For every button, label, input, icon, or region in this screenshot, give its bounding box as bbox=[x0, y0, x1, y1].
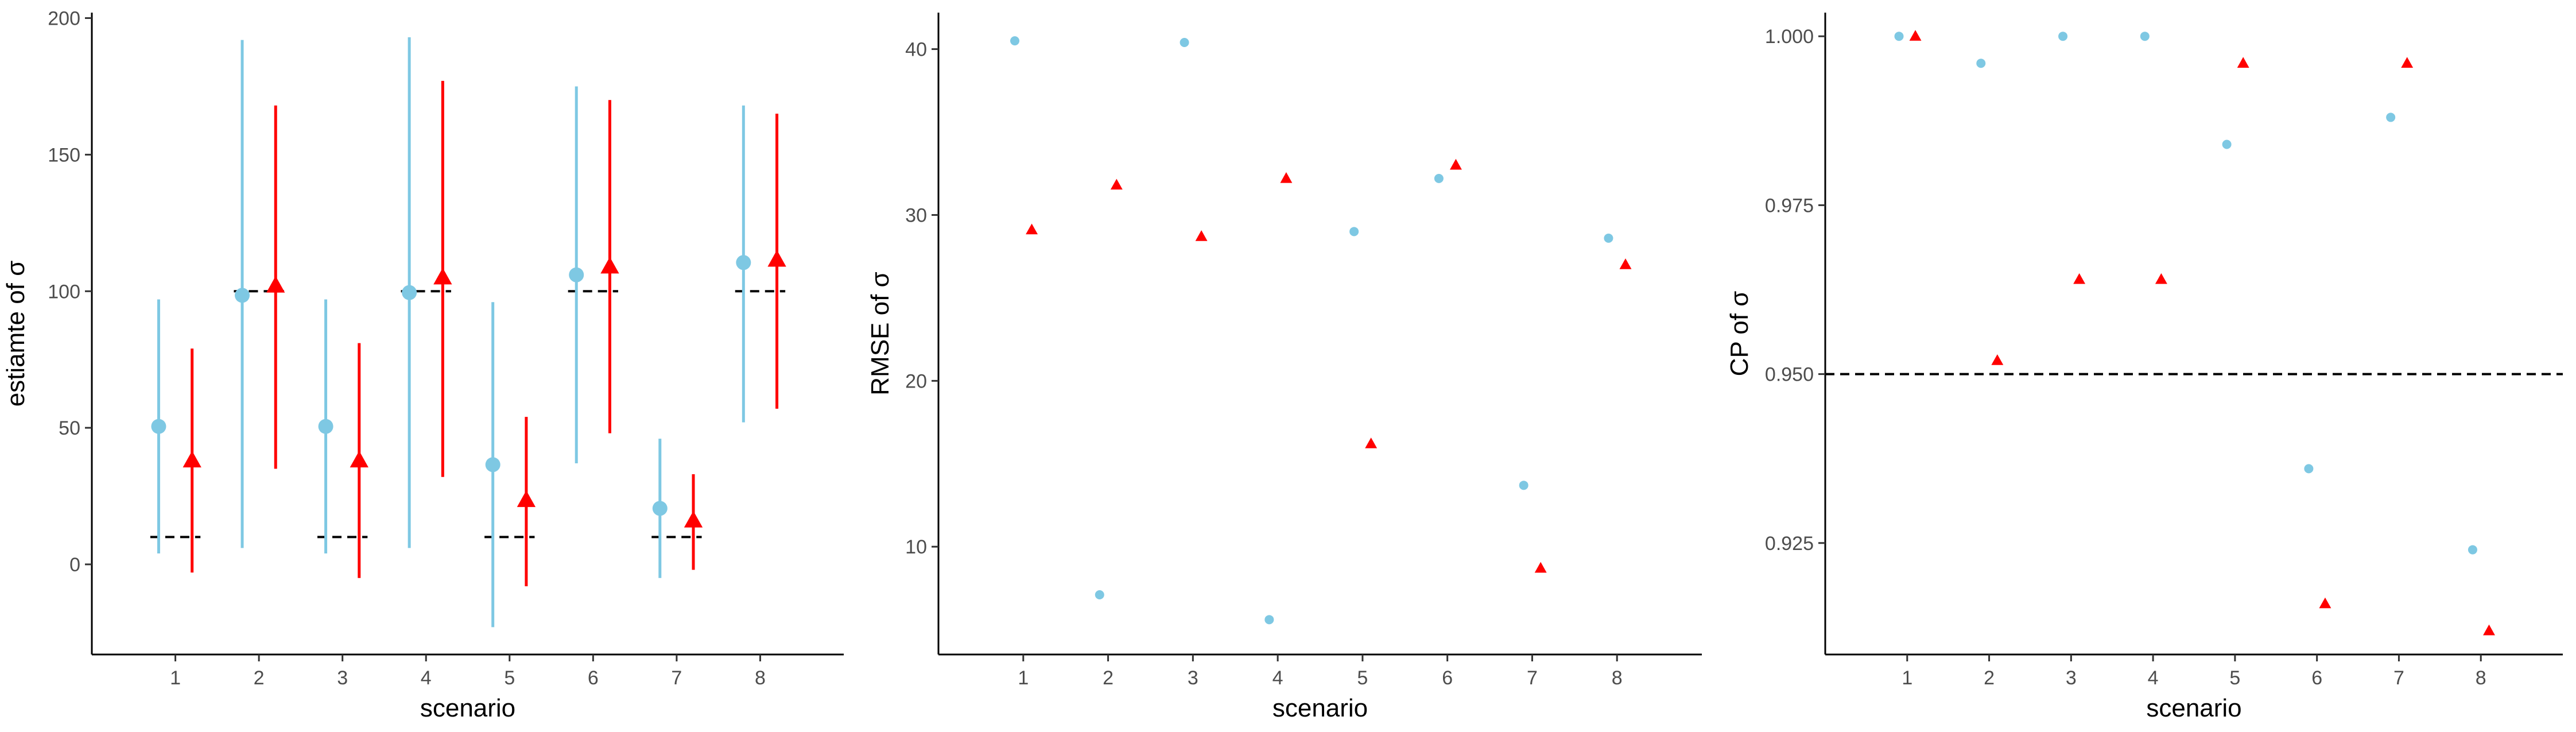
triangle-point bbox=[1110, 179, 1123, 190]
y-tick-label: 0.925 bbox=[1765, 533, 1814, 555]
x-axis-title: scenario bbox=[2146, 694, 2241, 722]
circle-point bbox=[1349, 227, 1359, 237]
triangle-point bbox=[767, 250, 786, 267]
circle-point bbox=[1180, 38, 1189, 47]
circle-point bbox=[1010, 36, 1019, 46]
circle-point bbox=[2222, 140, 2232, 149]
y-axis-title: CP of σ bbox=[1725, 291, 1753, 377]
x-tick-label: 4 bbox=[2148, 667, 2159, 689]
circle-point bbox=[151, 419, 166, 434]
circle-point bbox=[652, 501, 668, 516]
triangle-point bbox=[2155, 273, 2167, 284]
circle-point bbox=[2058, 32, 2068, 41]
y-tick-label: 0 bbox=[69, 554, 80, 576]
x-tick-label: 8 bbox=[1612, 667, 1623, 689]
triangle-point bbox=[2401, 57, 2414, 68]
circle-point bbox=[402, 285, 417, 300]
circle-point bbox=[569, 267, 584, 282]
triangle-point bbox=[2319, 597, 2331, 609]
y-tick-label: 0.975 bbox=[1765, 195, 1814, 216]
x-tick-label: 3 bbox=[1188, 667, 1198, 689]
x-axis-title: scenario bbox=[420, 694, 515, 722]
circle-point bbox=[235, 288, 250, 303]
circle-point bbox=[1976, 59, 1986, 68]
x-tick-label: 5 bbox=[504, 667, 515, 689]
triangle-point bbox=[517, 490, 536, 508]
y-tick-label: 150 bbox=[48, 144, 80, 166]
x-tick-label: 4 bbox=[421, 667, 432, 689]
x-tick-label: 3 bbox=[2066, 667, 2077, 689]
x-tick-label: 5 bbox=[1357, 667, 1368, 689]
circle-point bbox=[2304, 464, 2314, 474]
x-tick-label: 2 bbox=[1103, 667, 1114, 689]
y-tick-label: 40 bbox=[905, 39, 927, 61]
circle-point bbox=[1095, 590, 1104, 599]
circle-point bbox=[1894, 32, 1904, 41]
triangle-point bbox=[2073, 273, 2086, 284]
x-tick-label: 7 bbox=[671, 667, 682, 689]
x-tick-label: 6 bbox=[2311, 667, 2322, 689]
triangle-point bbox=[1619, 258, 1632, 269]
circle-point bbox=[2386, 113, 2396, 122]
x-tick-label: 1 bbox=[1902, 667, 1912, 689]
circle-point bbox=[736, 255, 751, 270]
y-tick-label: 20 bbox=[905, 370, 927, 392]
x-tick-label: 8 bbox=[755, 667, 766, 689]
x-tick-label: 3 bbox=[337, 667, 348, 689]
x-tick-label: 8 bbox=[2476, 667, 2486, 689]
panel-rmse: 10 20 30 40 1 2 3 4 5 6 7 8 scenario RMSE of σ bbox=[866, 13, 1702, 722]
triangle-point bbox=[1280, 172, 1293, 183]
triangle-point bbox=[266, 276, 285, 293]
x-tick-label: 6 bbox=[588, 667, 599, 689]
y-tick-label: 100 bbox=[48, 281, 80, 303]
circle-point bbox=[2468, 545, 2477, 555]
y-axis-title: estiamte of σ bbox=[2, 261, 30, 407]
triangle-point bbox=[684, 510, 703, 528]
y-tick-label: 30 bbox=[905, 204, 927, 226]
triangle-point bbox=[1909, 30, 1922, 41]
triangle-point bbox=[1534, 561, 1547, 573]
x-tick-label: 4 bbox=[1273, 667, 1283, 689]
x-tick-label: 6 bbox=[1442, 667, 1453, 689]
triangle-point bbox=[2483, 624, 2495, 636]
y-tick-label: 1.000 bbox=[1765, 26, 1814, 48]
x-tick-label: 2 bbox=[1984, 667, 1995, 689]
y-tick-label: 50 bbox=[59, 417, 80, 439]
y-tick-label: 10 bbox=[905, 536, 927, 558]
y-tick-label: 0.950 bbox=[1765, 364, 1814, 386]
triangle-point bbox=[1991, 354, 2004, 365]
x-tick-label: 7 bbox=[2393, 667, 2404, 689]
triangle-point bbox=[350, 451, 368, 468]
x-tick-label: 1 bbox=[170, 667, 181, 689]
circle-point bbox=[1434, 173, 1444, 183]
triangle-point bbox=[183, 451, 201, 468]
circle-point bbox=[1264, 615, 1274, 625]
circle-point bbox=[1519, 481, 1528, 490]
circle-point bbox=[2140, 32, 2150, 41]
circle-point bbox=[485, 457, 501, 472]
circle-point bbox=[318, 419, 333, 434]
triangle-point bbox=[1026, 223, 1038, 235]
x-tick-label: 1 bbox=[1018, 667, 1029, 689]
x-axis-title: scenario bbox=[1273, 694, 1368, 722]
triangle-point bbox=[1449, 158, 1462, 170]
panel-coverage: 0.925 0.950 0.975 1.000 1 2 3 4 5 6 7 8 scenario CP o… bbox=[1725, 13, 2563, 722]
y-axis-title: RMSE of σ bbox=[866, 272, 894, 395]
triangle-point bbox=[433, 268, 452, 285]
panel-estimate: 0 50 100 150 200 1 2 3 4 5 6 7 8 scenario estiamte of … bbox=[2, 8, 844, 722]
x-tick-label: 5 bbox=[2229, 667, 2240, 689]
triangle-point bbox=[2237, 57, 2249, 68]
circle-point bbox=[1604, 233, 1613, 243]
triangle-point bbox=[600, 257, 619, 274]
triangle-point bbox=[1195, 230, 1208, 241]
triangle-point bbox=[1365, 437, 1378, 448]
x-tick-label: 7 bbox=[1527, 667, 1538, 689]
y-tick-label: 200 bbox=[48, 8, 80, 30]
x-tick-label: 2 bbox=[254, 667, 265, 689]
